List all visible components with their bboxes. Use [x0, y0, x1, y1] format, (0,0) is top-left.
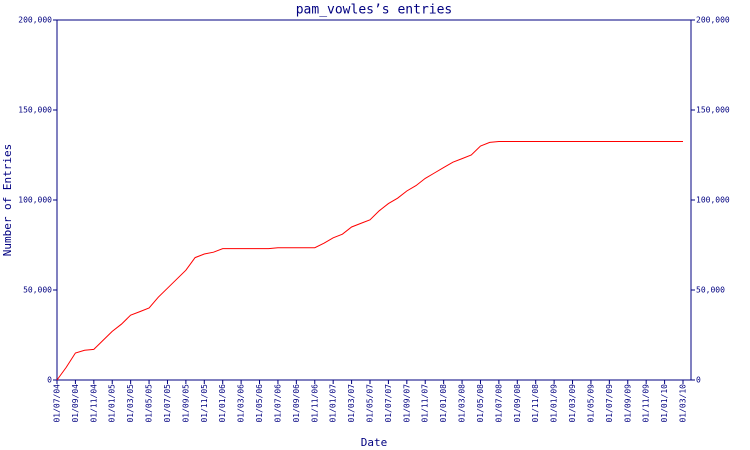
y-tick-label: 0: [47, 376, 52, 385]
x-tick-label: 01/01/10: [660, 384, 669, 423]
x-tick-label: 01/07/04: [53, 384, 62, 423]
y-tick-label: 200,000: [18, 16, 52, 25]
x-tick-label: 01/11/05: [200, 384, 209, 423]
x-tick-label: 01/01/06: [218, 384, 227, 423]
chart-title: pam_vowles’s entries: [296, 3, 453, 18]
x-tick-label: 01/11/08: [531, 384, 540, 423]
y-axis-label: Number of Entries: [1, 144, 14, 257]
x-tick-label: 01/03/05: [126, 384, 135, 423]
x-tick-label: 01/05/08: [476, 384, 485, 423]
x-tick-label: 01/09/05: [181, 384, 190, 423]
x-tick-label: 01/11/06: [310, 384, 319, 423]
y2-tick-label: 0: [696, 376, 701, 385]
x-tick-label: 01/09/09: [623, 384, 632, 423]
x-tick-label: 01/09/07: [402, 384, 411, 423]
series-line: [56, 141, 683, 381]
y2-tick-label: 200,000: [696, 16, 730, 25]
plot-frame: [56, 19, 692, 381]
x-tick-label: 01/07/09: [605, 384, 614, 423]
x-tick-label: 01/09/06: [292, 384, 301, 423]
y2-tick-label: 50,000: [696, 286, 725, 295]
x-tick-label: 01/05/07: [366, 384, 375, 423]
x-tick-label: 01/03/08: [458, 384, 467, 423]
x-tick-label: 01/03/10: [679, 384, 688, 423]
x-tick-label: 01/03/09: [568, 384, 577, 423]
x-tick-label: 01/01/07: [329, 384, 338, 423]
x-tick-label: 01/05/05: [145, 384, 154, 423]
x-tick-label: 01/03/07: [347, 384, 356, 423]
x-tick-label: 01/01/05: [108, 384, 117, 423]
x-tick-label: 01/07/05: [163, 384, 172, 423]
x-tick-label: 01/11/09: [642, 384, 651, 423]
x-tick-label: 01/07/08: [494, 384, 503, 423]
y-tick-label: 50,000: [23, 286, 52, 295]
x-tick-label: 01/09/04: [71, 384, 80, 423]
x-tick-label: 01/03/06: [237, 384, 246, 423]
y-tick-label: 150,000: [18, 106, 52, 115]
x-tick-label: 01/09/08: [513, 384, 522, 423]
x-tick-label: 01/01/09: [550, 384, 559, 423]
y2-tick-label: 100,000: [696, 196, 730, 205]
x-tick-label: 01/05/09: [586, 384, 595, 423]
y2-tick-label: 150,000: [696, 106, 730, 115]
x-axis-label: Date: [361, 436, 388, 449]
x-tick-label: 01/11/04: [89, 384, 98, 423]
x-tick-label: 01/07/06: [273, 384, 282, 423]
y-tick-label: 100,000: [18, 196, 52, 205]
x-tick-label: 01/01/08: [439, 384, 448, 423]
x-tick-label: 01/05/06: [255, 384, 264, 423]
x-tick-label: 01/11/07: [421, 384, 430, 423]
x-tick-label: 01/07/07: [384, 384, 393, 423]
